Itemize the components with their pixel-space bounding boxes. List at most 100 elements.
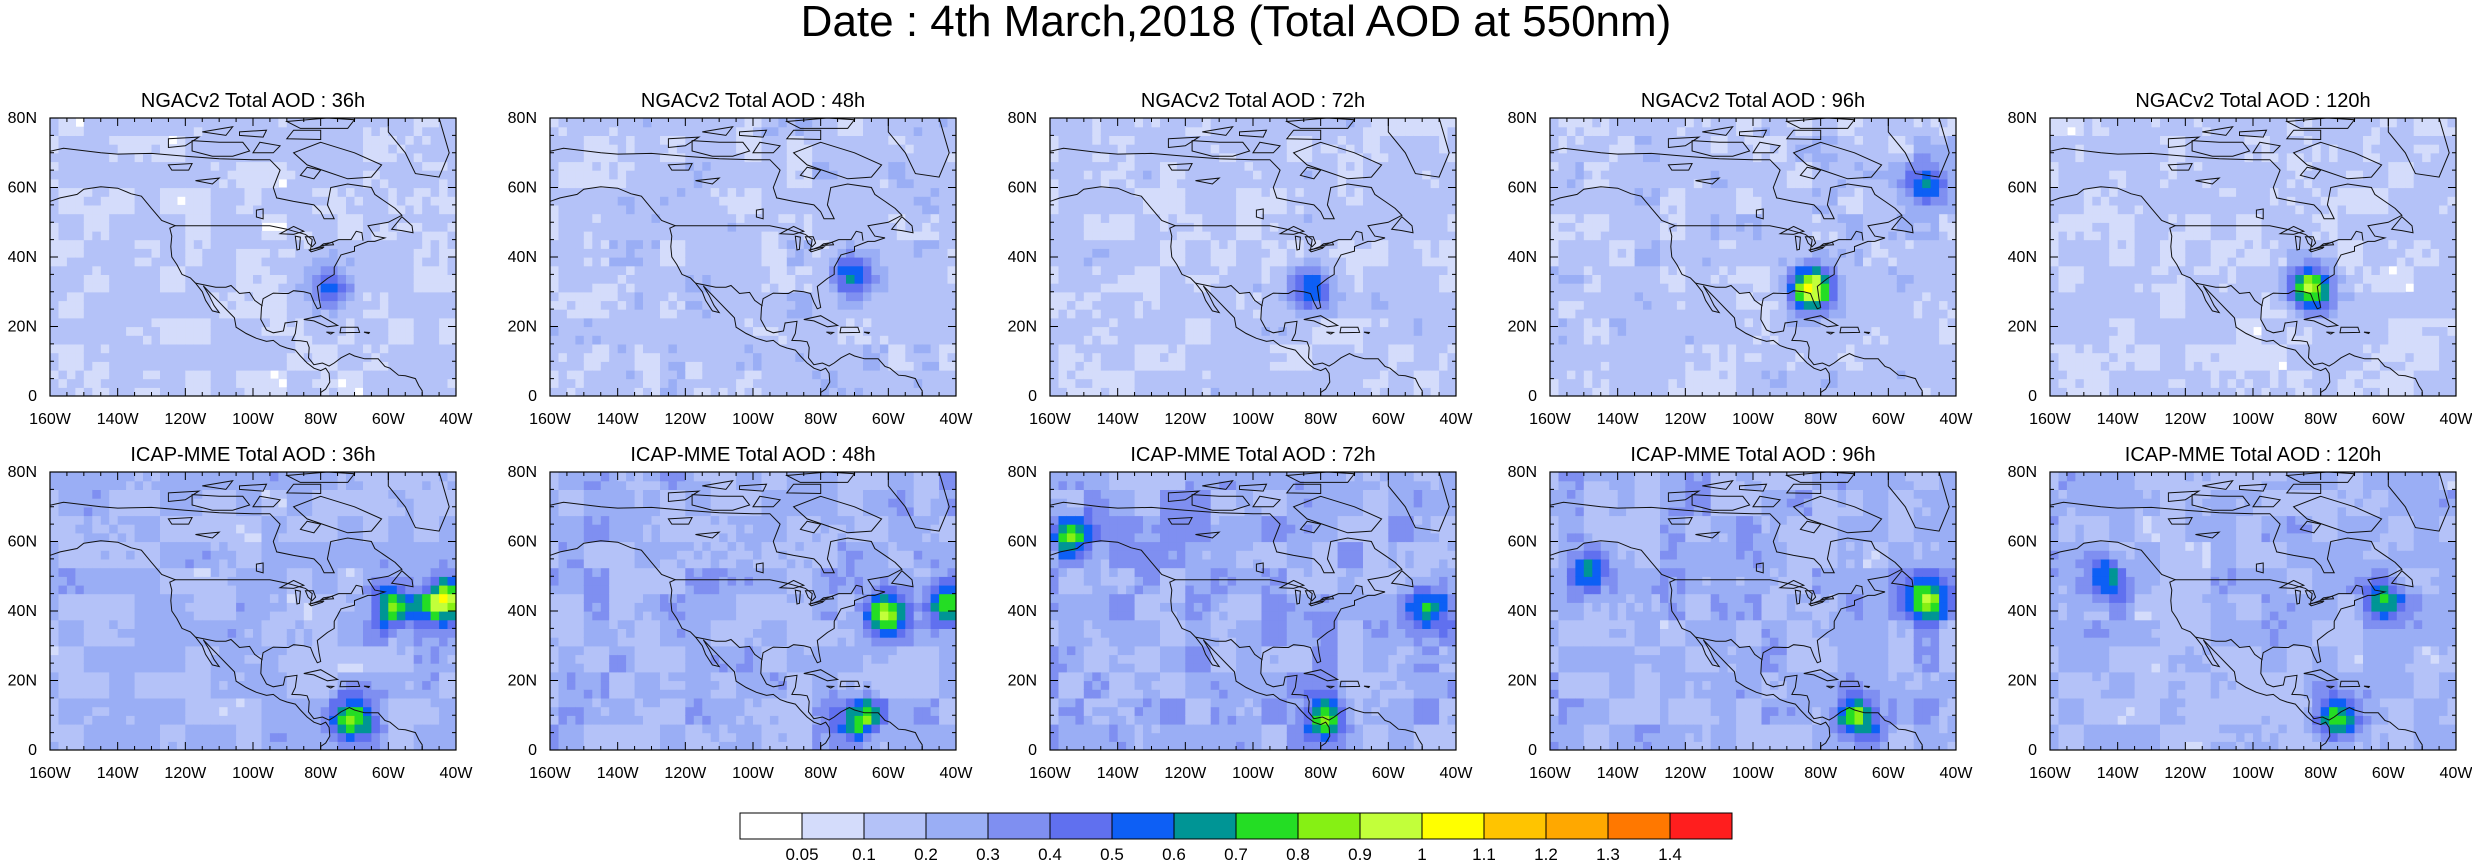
- map-panel: 160W 140W 120W 100W 80W 60W 40W 0 20N 40N 60N 80N IC…: [8, 444, 474, 782]
- border-line: [1195, 282, 1263, 307]
- island: [1691, 140, 1751, 157]
- island: [1803, 315, 1840, 328]
- island: [1702, 479, 1734, 490]
- x-tick-label: 140W: [97, 411, 140, 428]
- colorbar-label: 0.9: [1348, 845, 1372, 862]
- y-tick-label: 0: [2028, 742, 2037, 759]
- island: [1839, 680, 1861, 688]
- x-tick-label: 40W: [2440, 411, 2472, 428]
- island: [239, 129, 268, 138]
- colorbar-segment: [1111, 812, 1175, 840]
- y-tick-label: 40N: [2008, 603, 2037, 620]
- island: [239, 483, 268, 492]
- island: [887, 472, 950, 532]
- x-tick-label: 100W: [732, 765, 775, 782]
- x-tick-label: 160W: [2029, 411, 2072, 428]
- y-tick-label: 40N: [8, 603, 37, 620]
- y-tick-label: 20N: [1508, 319, 1537, 336]
- x-tick-label: 160W: [529, 411, 572, 428]
- x-tick-label: 100W: [2232, 765, 2275, 782]
- colorbar-label: 1.1: [1472, 845, 1496, 862]
- panel-title: NGACv2 Total AOD : 36h: [141, 90, 365, 112]
- lake: [667, 516, 693, 525]
- lake: [1755, 208, 1764, 220]
- x-tick-label: 120W: [2164, 411, 2207, 428]
- island: [292, 495, 383, 534]
- island: [2387, 472, 2450, 532]
- x-tick-label: 140W: [597, 765, 640, 782]
- y-tick-label: 20N: [508, 673, 537, 690]
- x-tick-label: 100W: [232, 411, 275, 428]
- lake: [1794, 235, 1801, 251]
- lake: [2278, 225, 2306, 235]
- x-tick-label: 100W: [1732, 411, 1775, 428]
- island: [1167, 490, 1201, 503]
- island: [202, 125, 234, 136]
- lake: [808, 600, 826, 607]
- aod-field: [1050, 472, 1456, 750]
- border-line: [1675, 579, 1864, 605]
- lake: [1304, 590, 1317, 602]
- aod-field: [50, 118, 456, 396]
- island: [303, 669, 340, 682]
- lake: [778, 579, 806, 589]
- lake: [2294, 589, 2301, 605]
- x-tick-label: 80W: [1304, 411, 1338, 428]
- colorbar-label: 0.1: [852, 845, 876, 862]
- lake: [1308, 246, 1326, 253]
- y-tick-label: 20N: [1008, 319, 1037, 336]
- tick-marks: [1549, 471, 1957, 751]
- x-tick-label: 100W: [1732, 765, 1775, 782]
- x-tick-label: 140W: [1097, 411, 1140, 428]
- island: [1363, 685, 1371, 689]
- border-line: [2195, 282, 2263, 307]
- x-tick-label: 80W: [2304, 765, 2338, 782]
- island: [702, 479, 734, 490]
- coastline: [1550, 501, 1923, 750]
- island: [863, 685, 871, 689]
- x-tick-label: 100W: [1232, 411, 1275, 428]
- island: [2326, 685, 2336, 689]
- x-tick-label: 40W: [440, 411, 474, 428]
- island: [803, 669, 840, 682]
- island: [1202, 125, 1234, 136]
- x-tick-label: 120W: [1664, 411, 1707, 428]
- x-tick-label: 80W: [804, 765, 838, 782]
- lake: [1667, 516, 1693, 525]
- panel-title: ICAP-MME Total AOD : 96h: [1630, 444, 1875, 466]
- x-tick-label: 140W: [2097, 765, 2140, 782]
- map-panel: 160W 140W 120W 100W 80W 60W 40W 0 20N 40N 60N 80N NG…: [508, 90, 974, 428]
- y-tick-label: 80N: [2008, 110, 2037, 127]
- colorbar-label: 0.5: [1100, 845, 1124, 862]
- x-tick-label: 140W: [1597, 765, 1640, 782]
- x-tick-label: 140W: [1097, 765, 1140, 782]
- lake: [1195, 531, 1221, 539]
- island: [1326, 685, 1336, 689]
- island: [1803, 669, 1840, 682]
- lake: [304, 590, 317, 602]
- island: [1826, 685, 1836, 689]
- island: [363, 685, 371, 689]
- lake: [808, 246, 826, 253]
- lake: [1195, 177, 1221, 185]
- border-line: [675, 579, 864, 605]
- island: [167, 490, 201, 503]
- x-tick-label: 60W: [1372, 411, 1406, 428]
- island: [691, 494, 751, 511]
- y-tick-label: 0: [1528, 388, 1537, 405]
- island: [752, 141, 782, 154]
- island: [799, 166, 822, 180]
- lake: [195, 177, 221, 185]
- colorbar-segment: [1359, 812, 1423, 840]
- colorbar-label: 0.4: [1038, 845, 1062, 862]
- border-line: [1695, 282, 1763, 307]
- x-tick-label: 40W: [2440, 765, 2472, 782]
- panel-title: NGACv2 Total AOD : 120h: [2135, 90, 2370, 112]
- island: [252, 495, 282, 508]
- y-tick-label: 40N: [1508, 249, 1537, 266]
- colorbar-segment: [1669, 812, 1733, 840]
- island: [667, 136, 701, 149]
- x-tick-label: 160W: [1029, 411, 1072, 428]
- border-line: [195, 282, 263, 307]
